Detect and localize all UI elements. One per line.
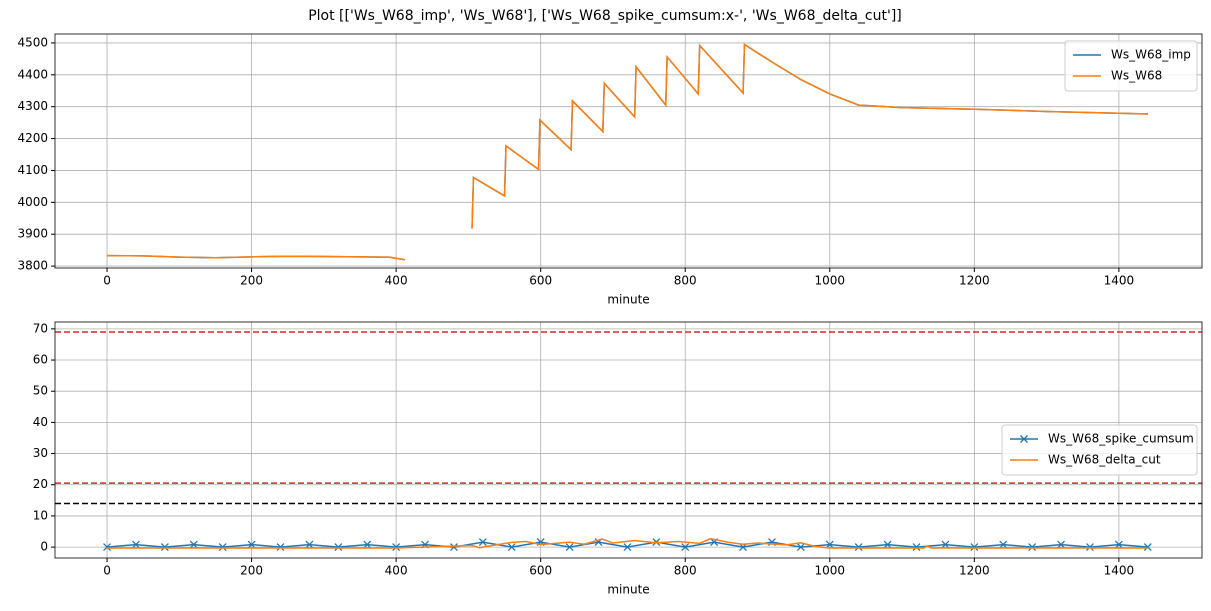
marker bbox=[507, 543, 516, 552]
marker bbox=[392, 543, 401, 552]
y-tick-label: 4200 bbox=[17, 131, 48, 145]
marker bbox=[825, 540, 834, 549]
marker bbox=[681, 543, 690, 552]
x-tick-label: 0 bbox=[103, 274, 111, 288]
x-tick-label: 1400 bbox=[1104, 274, 1135, 288]
y-tick-label: 0 bbox=[40, 540, 48, 554]
marker bbox=[1057, 540, 1066, 549]
x-tick-label: 200 bbox=[240, 274, 263, 288]
x-axis-label: minute bbox=[607, 293, 649, 307]
marker bbox=[970, 543, 979, 552]
marker bbox=[1114, 540, 1123, 549]
marker bbox=[1028, 543, 1037, 552]
marker bbox=[854, 543, 863, 552]
x-tick-label: 0 bbox=[103, 564, 111, 578]
marker bbox=[796, 543, 805, 552]
y-tick-label: 10 bbox=[33, 508, 48, 522]
x-tick-label: 600 bbox=[529, 274, 552, 288]
series-line bbox=[107, 43, 1148, 261]
marker bbox=[363, 540, 372, 549]
legend-box bbox=[1001, 424, 1198, 476]
x-tick-label: 200 bbox=[240, 564, 263, 578]
y-tick-label: 3800 bbox=[17, 259, 48, 273]
marker bbox=[478, 538, 487, 547]
y-tick-label: 4500 bbox=[17, 35, 48, 49]
x-tick-label: 600 bbox=[529, 564, 552, 578]
marker bbox=[449, 543, 458, 552]
legend-label: Ws_W68_spike_cumsum bbox=[1048, 432, 1194, 446]
marker bbox=[189, 540, 198, 549]
marker bbox=[999, 540, 1008, 549]
y-tick-label: 40 bbox=[33, 415, 48, 429]
y-tick-label: 4300 bbox=[17, 99, 48, 113]
marker bbox=[912, 543, 921, 552]
x-axis-label: minute bbox=[607, 583, 649, 597]
marker bbox=[1143, 543, 1152, 552]
y-tick-label: 3900 bbox=[17, 227, 48, 241]
marker bbox=[247, 540, 256, 549]
plot-area bbox=[55, 331, 1202, 552]
marker bbox=[1086, 543, 1094, 552]
legend-box bbox=[1064, 40, 1198, 92]
marker bbox=[276, 543, 285, 552]
series-line bbox=[107, 537, 1148, 549]
axes-frame bbox=[54, 321, 1203, 559]
y-tick-label: 4000 bbox=[17, 195, 48, 209]
marker bbox=[218, 543, 227, 552]
y-tick-label: 50 bbox=[33, 384, 48, 398]
y-tick-label: 60 bbox=[33, 353, 48, 367]
y-tick-label: 20 bbox=[33, 477, 48, 491]
y-tick-label: 70 bbox=[33, 321, 48, 335]
legend-label: Ws_W68 bbox=[1111, 69, 1162, 83]
series-line bbox=[107, 43, 1148, 261]
marker bbox=[565, 543, 574, 552]
x-tick-label: 1000 bbox=[815, 564, 846, 578]
marker bbox=[334, 543, 343, 552]
x-tick-label: 1400 bbox=[1104, 564, 1135, 578]
x-tick-label: 800 bbox=[674, 564, 697, 578]
legend-marker bbox=[1020, 435, 1028, 443]
x-tick-label: 400 bbox=[385, 274, 408, 288]
x-tick-label: 400 bbox=[385, 564, 408, 578]
marker bbox=[160, 543, 169, 552]
x-tick-label: 800 bbox=[674, 274, 697, 288]
marker bbox=[305, 540, 314, 549]
y-tick-label: 4100 bbox=[17, 163, 48, 177]
marker bbox=[941, 540, 950, 549]
y-tick-label: 4400 bbox=[17, 67, 48, 81]
x-tick-label: 1000 bbox=[815, 274, 846, 288]
marker bbox=[131, 540, 140, 549]
marker bbox=[103, 543, 111, 552]
marker bbox=[623, 543, 632, 552]
plot-area bbox=[107, 43, 1148, 261]
marker bbox=[883, 540, 892, 549]
x-tick-label: 1200 bbox=[959, 274, 990, 288]
legend-label: Ws_W68_imp bbox=[1111, 48, 1191, 62]
axes-frame bbox=[54, 33, 1203, 269]
x-tick-label: 1200 bbox=[959, 564, 990, 578]
figure-title: Plot [['Ws_W68_imp', 'Ws_W68'], ['Ws_W68… bbox=[308, 8, 902, 24]
legend-label: Ws_W68_delta_cut bbox=[1048, 453, 1161, 467]
y-tick-label: 30 bbox=[33, 446, 48, 460]
